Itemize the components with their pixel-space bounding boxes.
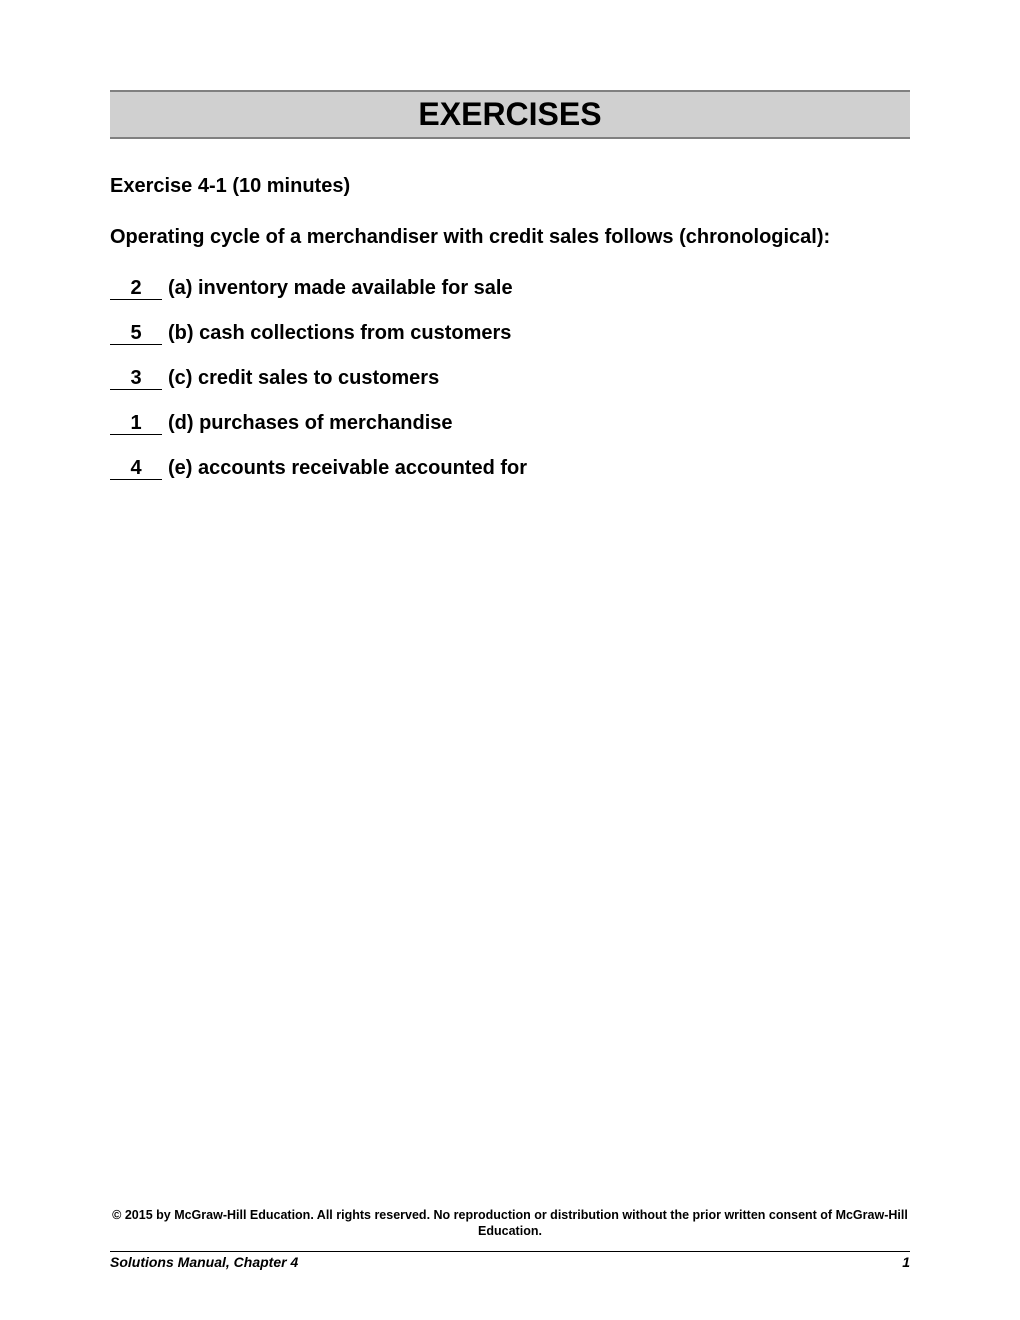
item-label: (a) inventory made available for sale — [168, 277, 513, 300]
footer-left: Solutions Manual, Chapter 4 — [110, 1254, 298, 1270]
answer-blank: 3 — [110, 367, 162, 390]
list-item: 4 (e) accounts receivable accounted for — [110, 457, 910, 480]
item-label: (b) cash collections from customers — [168, 322, 511, 345]
list-item: 5 (b) cash collections from customers — [110, 322, 910, 345]
exercise-title: Exercise 4-1 (10 minutes) — [110, 175, 910, 198]
list-item: 3 (c) credit sales to customers — [110, 367, 910, 390]
item-label: (c) credit sales to customers — [168, 367, 439, 390]
answer-blank: 5 — [110, 322, 162, 345]
item-label: (e) accounts receivable accounted for — [168, 457, 527, 480]
footer-page-number: 1 — [902, 1254, 910, 1270]
exercise-prompt: Operating cycle of a merchandiser with c… — [110, 226, 910, 249]
list-item: 2 (a) inventory made available for sale — [110, 277, 910, 300]
answer-blank: 2 — [110, 277, 162, 300]
page-footer: © 2015 by McGraw-Hill Education. All rig… — [110, 1207, 910, 1271]
copyright-text: © 2015 by McGraw-Hill Education. All rig… — [110, 1207, 910, 1240]
item-label: (d) purchases of merchandise — [168, 412, 453, 435]
answer-blank: 1 — [110, 412, 162, 435]
footer-bar: Solutions Manual, Chapter 4 1 — [110, 1251, 910, 1270]
answer-blank: 4 — [110, 457, 162, 480]
section-banner: EXERCISES — [110, 90, 910, 139]
list-item: 1 (d) purchases of merchandise — [110, 412, 910, 435]
